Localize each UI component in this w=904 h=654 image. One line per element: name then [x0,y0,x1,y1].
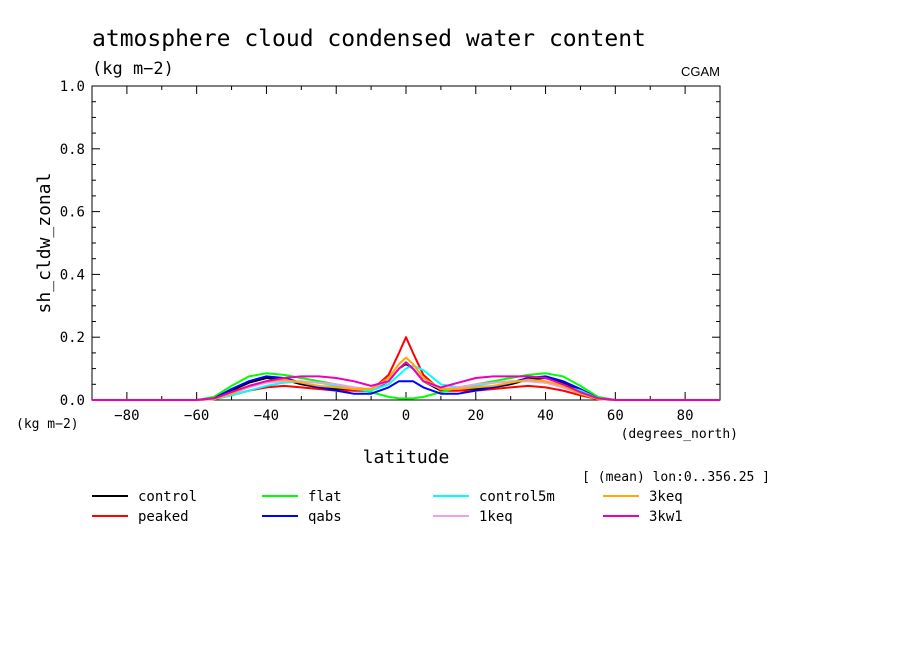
legend-label: peaked [138,509,189,525]
y-tick-label: 0.0 [60,393,85,409]
legend-label: 3keq [649,489,683,505]
x-tick-label: 60 [607,408,624,424]
y-tick-label: 0.8 [60,142,85,158]
legend: control flat control5m 3keq peaked qabs 1keq 3k… [92,489,683,525]
x-tick-label: 40 [537,408,554,424]
chart-title: atmosphere cloud condensed water content [92,26,646,52]
legend-label: qabs [308,509,342,525]
axis-ticks [91,85,721,401]
x-tick-label: 20 [467,408,484,424]
x-units-label: (degrees_north) [621,427,738,442]
series-line-qabs [92,375,720,401]
source-label: CGAM [681,64,720,79]
x-tick-label: −60 [184,408,209,424]
plot-frame [91,85,721,401]
y-axis-title: sh_cldw_zonal [34,173,55,314]
legend-label: control5m [479,489,555,505]
series-line-flat [92,372,720,401]
x-tick-label: −20 [324,408,349,424]
x-tick-label: 0 [402,408,410,424]
legend-label: 1keq [479,509,513,525]
y-units-label: (kg m−2) [16,417,79,432]
y-tick-label: 1.0 [60,79,85,95]
x-tick-label: −80 [114,408,139,424]
x-tick-labels: −80 −60 −40 −20 0 20 40 60 80 [114,408,693,424]
x-tick-label: −40 [254,408,279,424]
y-tick-label: 0.2 [60,330,85,346]
y-tick-labels: 0.0 0.2 0.4 0.6 0.8 1.0 [60,79,85,409]
legend-label: 3kw1 [649,509,683,525]
series-line-3keq [92,356,720,401]
legend-label: control [138,489,197,505]
series-line-control [92,362,720,401]
legend-label: flat [308,489,342,505]
y-tick-label: 0.6 [60,205,85,221]
series-lines [92,336,720,401]
x-tick-label: 80 [677,408,694,424]
chart-units: (kg m−2) [92,59,174,79]
region-note: [ (mean) lon:0..356.25 ] [582,470,770,485]
y-tick-label: 0.4 [60,267,85,283]
x-axis-title: latitude [363,447,450,468]
series-line-3kw1 [92,361,720,401]
